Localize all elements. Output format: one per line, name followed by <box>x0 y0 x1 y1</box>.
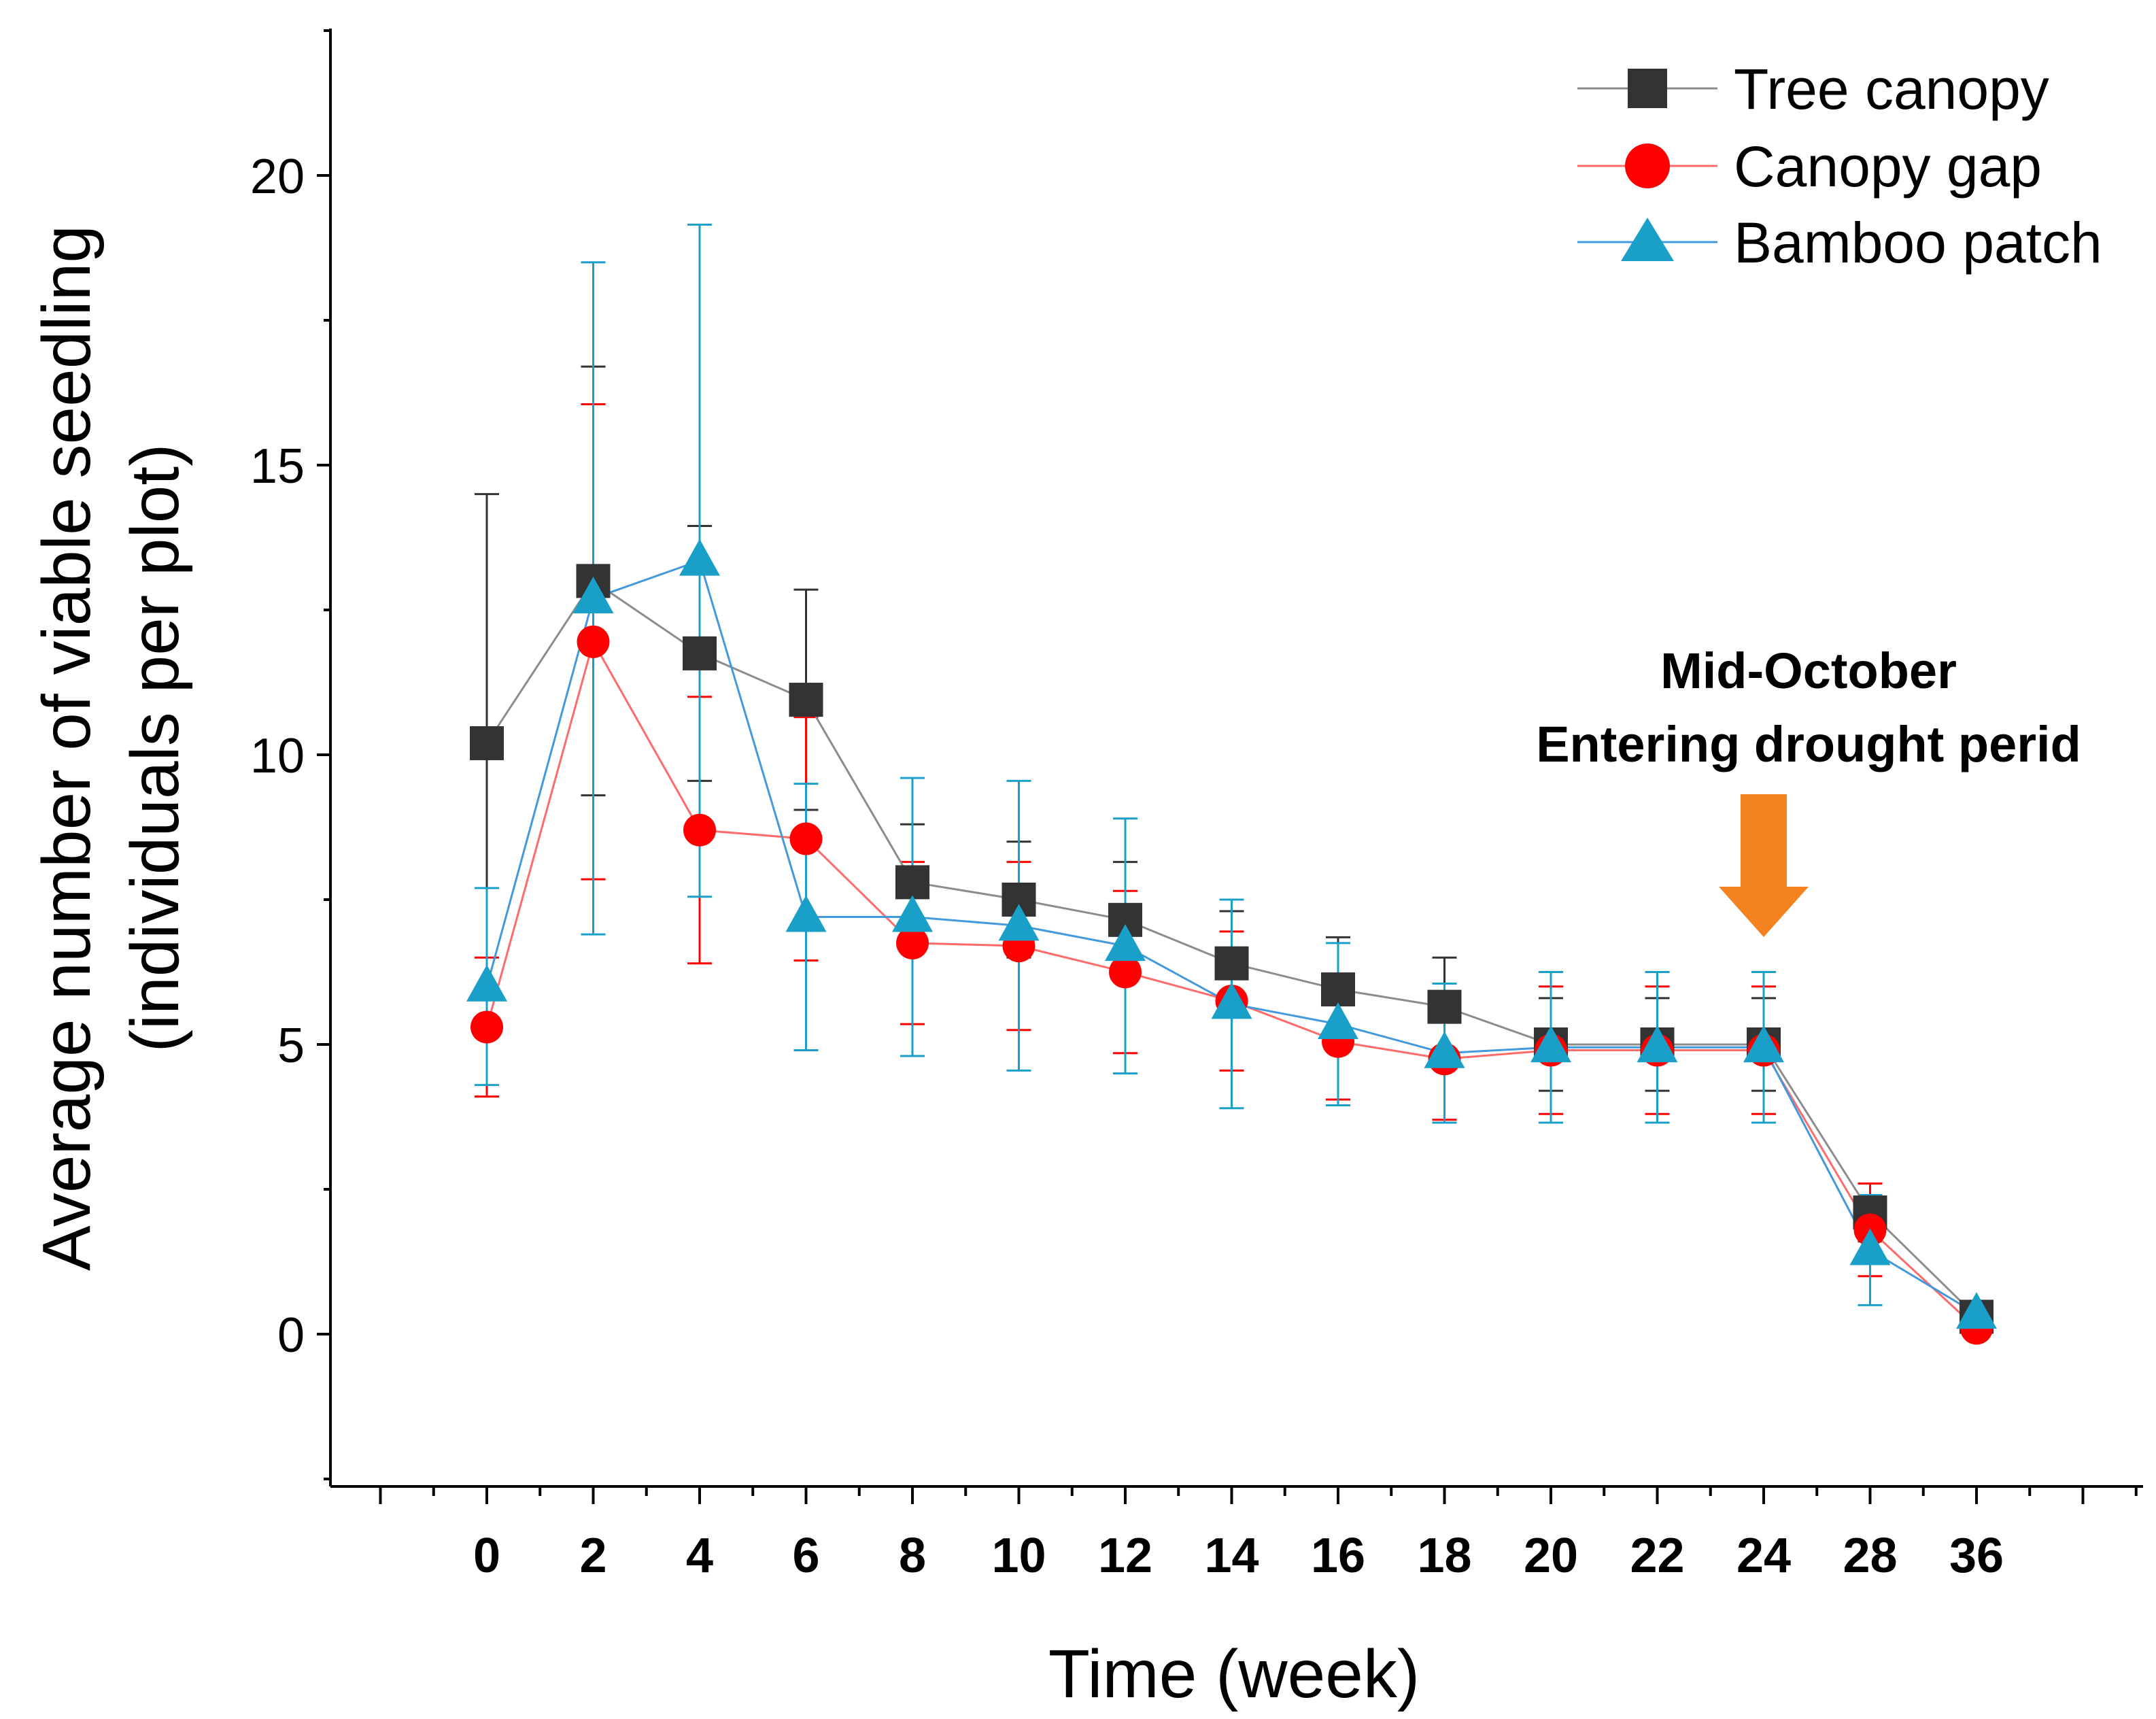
x-tick-label-2: 2 <box>579 1529 606 1583</box>
legend-entry-canopy-gap: Canopy gap <box>1577 135 2042 199</box>
plot-area <box>466 223 1997 1345</box>
y-tick-label-5: 5 <box>277 1019 305 1073</box>
drought-arrow <box>1719 794 1809 937</box>
legend: Tree canopy Canopy gap Bamboo patch <box>1577 57 2102 275</box>
x-ticks: 0 2 4 6 8 10 12 14 16 18 20 22 24 28 36 <box>379 1486 2138 1583</box>
series-bamboo-patch-markers <box>466 539 1997 1329</box>
data-point-bamboo-patch <box>892 895 933 932</box>
data-point-bamboo-patch <box>1211 982 1252 1019</box>
data-point-tree-canopy <box>470 726 504 760</box>
y-axis-title-line-2: (individuals per plot) <box>117 444 193 1053</box>
data-point-bamboo-patch <box>998 904 1040 941</box>
x-tick-label-6: 6 <box>792 1529 819 1583</box>
data-point-tree-canopy <box>789 683 823 717</box>
data-point-tree-canopy <box>895 865 929 900</box>
data-point-bamboo-patch <box>785 895 827 932</box>
y-tick-label-0: 0 <box>277 1308 305 1363</box>
data-point-canopy-gap <box>683 813 716 847</box>
data-point-canopy-gap <box>470 1010 503 1044</box>
legend-marker-bamboo-patch <box>1621 218 1674 261</box>
annotation-line-1: Mid-October <box>1660 643 1957 699</box>
data-point-bamboo-patch <box>572 576 614 613</box>
y-tick-label-15: 15 <box>250 439 305 494</box>
data-point-tree-canopy <box>1427 989 1462 1024</box>
y-tick-label-20: 20 <box>250 150 305 204</box>
data-point-tree-canopy <box>683 636 717 670</box>
data-point-canopy-gap <box>1109 955 1142 989</box>
data-point-bamboo-patch <box>679 539 720 576</box>
data-point-tree-canopy <box>1214 946 1249 981</box>
x-axis-title: Time (week) <box>1048 1636 1420 1712</box>
x-tick-label-28: 28 <box>1843 1529 1897 1583</box>
data-point-canopy-gap <box>896 926 929 959</box>
legend-label-bamboo-patch: Bamboo patch <box>1734 211 2102 275</box>
y-ticks: 0 5 10 15 20 <box>250 29 330 1480</box>
x-tick-label-12: 12 <box>1098 1529 1152 1583</box>
x-tick-label-4: 4 <box>686 1529 713 1583</box>
annotation-line-2: Entering drought perid <box>1536 716 2081 772</box>
y-tick-label-10: 10 <box>250 729 305 783</box>
data-point-bamboo-patch <box>1318 1002 1358 1040</box>
data-point-bamboo-patch <box>1956 1292 1997 1329</box>
data-point-canopy-gap <box>577 625 610 658</box>
x-tick-label-14: 14 <box>1204 1529 1259 1583</box>
legend-marker-tree-canopy <box>1628 69 1667 108</box>
data-point-bamboo-patch <box>1530 1025 1571 1063</box>
data-point-canopy-gap <box>789 822 823 855</box>
x-tick-label-8: 8 <box>899 1529 926 1583</box>
legend-label-tree-canopy: Tree canopy <box>1734 57 2049 121</box>
drought-annotation: Mid-October Entering drought perid <box>1536 643 2081 937</box>
data-point-tree-canopy <box>1321 972 1355 1007</box>
x-tick-label-36: 36 <box>1949 1529 2004 1583</box>
data-point-bamboo-patch <box>1424 1031 1465 1068</box>
x-tick-label-10: 10 <box>991 1529 1046 1583</box>
data-point-bamboo-patch <box>1849 1228 1891 1265</box>
data-point-bamboo-patch <box>1105 924 1146 961</box>
x-tick-label-20: 20 <box>1524 1529 1578 1583</box>
legend-label-canopy-gap: Canopy gap <box>1734 135 2042 199</box>
x-tick-label-22: 22 <box>1630 1529 1684 1583</box>
legend-marker-canopy-gap <box>1625 143 1670 188</box>
data-point-bamboo-patch <box>466 964 507 1002</box>
x-tick-label-0: 0 <box>473 1529 500 1583</box>
y-axis-title-line-1: Average number of viable seedling <box>29 225 105 1271</box>
x-tick-label-24: 24 <box>1736 1529 1791 1583</box>
legend-entry-tree-canopy: Tree canopy <box>1577 57 2049 121</box>
legend-entry-bamboo-patch: Bamboo patch <box>1577 211 2102 275</box>
x-tick-label-18: 18 <box>1417 1529 1471 1583</box>
data-point-bamboo-patch <box>1637 1025 1678 1063</box>
data-point-bamboo-patch <box>1743 1025 1784 1063</box>
x-tick-label-16: 16 <box>1311 1529 1365 1583</box>
